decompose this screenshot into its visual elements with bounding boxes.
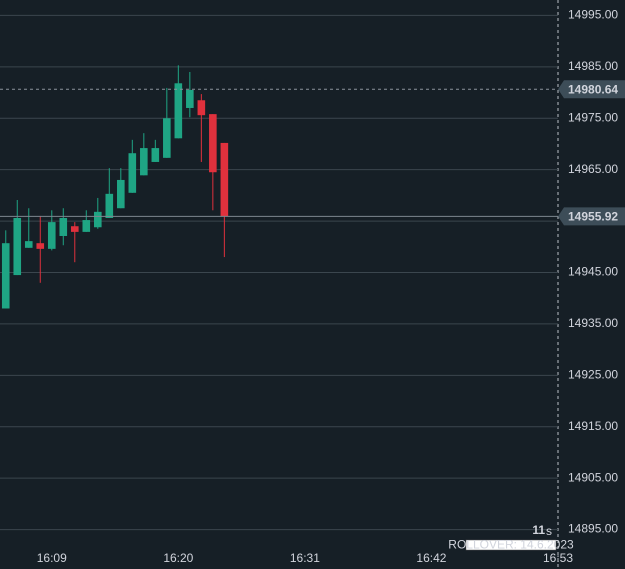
candle-body [59,218,68,236]
candle-body [209,114,217,173]
candle-body [24,241,33,248]
candle-body [47,222,56,249]
rollover-box [465,539,557,551]
x-tick-label: 16:31 [290,551,320,565]
candle-body [1,243,10,309]
candle-body [174,83,183,139]
candle-body [220,142,229,217]
last-price-tag [558,207,625,226]
x-tick-label: 16:09 [37,551,67,565]
y-tick-label: 14995.00 [568,8,618,22]
rollover-label: ROLLOVER: 14.6.2023 [448,538,574,552]
candle-body [70,226,79,232]
bid-price-label: 14980.64 [568,82,618,96]
y-tick-label: 14925.00 [568,368,618,382]
bid-price-tag [558,80,625,99]
candle-body [117,179,125,209]
countdown-value: 11 [532,523,545,537]
y-tick-label: 14965.00 [568,162,618,176]
x-tick-label: 16:42 [416,551,446,565]
candle-body [36,243,45,249]
candle-body [93,211,102,228]
y-tick-label: 14985.00 [568,59,618,73]
y-tick-label: 14935.00 [568,316,618,330]
candle-body [163,118,171,158]
candle-body [140,148,148,176]
candle-body [151,148,160,162]
candle-body [186,89,194,108]
candle-body [82,220,91,232]
last-price-label: 14955.92 [568,210,618,224]
y-tick-label: 14945.00 [568,265,618,279]
y-tick-label: 14915.00 [568,419,618,433]
candle-body [128,153,137,193]
candle-body [105,193,114,218]
y-tick-label: 14975.00 [568,110,618,124]
candle-body [197,100,206,116]
y-tick-label: 14895.00 [568,522,618,536]
countdown-unit: s [546,524,552,538]
y-tick-label: 14905.00 [568,470,618,484]
x-tick-label: 16:53 [543,551,573,565]
x-tick-label: 16:20 [163,551,193,565]
candle-body [13,218,22,276]
